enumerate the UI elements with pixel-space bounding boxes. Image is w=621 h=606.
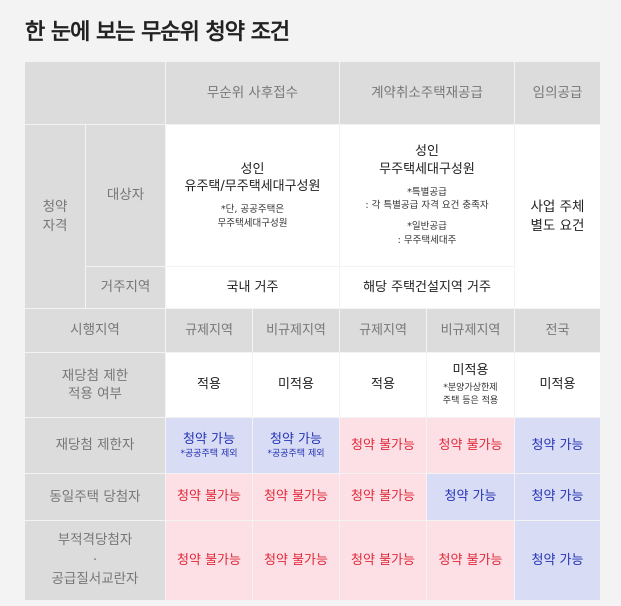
rewin-restricted-unranked-regulated: 청약 가능 *공공주택 제외 xyxy=(166,418,252,473)
target-cancelled-note-special: *특별공급 : 각 특별공급 자격 요건 충족자 xyxy=(365,186,489,212)
rewin-restricted-cancelled-regulated: 청약 불가능 xyxy=(340,418,426,473)
region-arbitrary-nationwide: 전국 xyxy=(515,309,600,352)
row-label-residence: 거주지역 xyxy=(86,267,165,308)
rewin-unranked-non-regulated: 미적용 xyxy=(253,353,339,417)
same-house-cancelled-regulated: 청약 불가능 xyxy=(340,474,426,520)
same-house-cancelled-non-regulated: 청약 가능 xyxy=(427,474,514,520)
target-cancelled-note-general: *일반공급 : 무주택세대주 xyxy=(397,221,457,246)
region-unranked-regulated: 규제지역 xyxy=(166,309,252,352)
header-corner xyxy=(25,62,165,124)
row-label-eligibility: 청약 자격 xyxy=(25,125,85,308)
rewin-cancelled-non-regulated-main: 미적용 xyxy=(452,362,489,378)
rewin-cancelled-non-regulated: 미적용 *분양가상한제 주택 등은 적용 xyxy=(427,353,514,417)
header-unranked: 무순위 사후접수 xyxy=(166,62,339,124)
fraud-cancelled-regulated: 청약 불가능 xyxy=(340,521,426,600)
region-cancelled-regulated: 규제지역 xyxy=(340,309,426,352)
rewin-restricted-cancelled-non-regulated: 청약 불가능 xyxy=(427,418,514,473)
residence-cancelled: 해당 주택건설지역 거주 xyxy=(340,267,514,308)
status-possible: 청약 가능 xyxy=(183,431,235,447)
region-cancelled-non-regulated: 비규제지역 xyxy=(427,309,514,352)
target-cancelled: 성인 무주택세대구성원 *특별공급 : 각 특별공급 자격 요건 충족자 *일반… xyxy=(340,125,514,266)
rewin-arbitrary: 미적용 xyxy=(515,353,600,417)
fraud-arbitrary: 청약 가능 xyxy=(515,521,600,600)
region-unranked-non-regulated: 비규제지역 xyxy=(253,309,339,352)
rewin-cancelled-regulated: 적용 xyxy=(340,353,426,417)
rewin-restricted-arbitrary: 청약 가능 xyxy=(515,418,600,473)
rewin-restricted-unranked-non-regulated: 청약 가능 *공공주택 제외 xyxy=(253,418,339,473)
header-cancelled: 계약취소주택재공급 xyxy=(340,62,514,124)
target-arbitrary: 사업 주체 별도 요건 xyxy=(515,125,600,308)
rewin-cancelled-non-regulated-note: *분양가상한제 주택 등은 적용 xyxy=(442,383,499,407)
row-label-target: 대상자 xyxy=(86,125,165,266)
fraud-cancelled-non-regulated: 청약 불가능 xyxy=(427,521,514,600)
same-house-unranked-non-regulated: 청약 불가능 xyxy=(253,474,339,520)
public-excluded-note: *공공주택 제외 xyxy=(267,449,325,460)
row-label-rewin-restricted: 재당첨 제한자 xyxy=(25,418,165,473)
target-cancelled-main: 성인 무주택세대구성원 xyxy=(379,144,475,177)
fraud-unranked-regulated: 청약 불가능 xyxy=(166,521,252,600)
residence-unranked: 국내 거주 xyxy=(166,267,339,308)
target-unranked: 성인 유주택/무주택세대구성원 *단, 공공주택은 무주택세대구성원 xyxy=(166,125,339,266)
row-label-fraud: 부적격당첨자 · 공급질서교란자 xyxy=(25,521,165,600)
same-house-unranked-regulated: 청약 불가능 xyxy=(166,474,252,520)
row-label-region: 시행지역 xyxy=(25,309,165,352)
target-unranked-note: *단, 공공주택은 무주택세대구성원 xyxy=(217,203,288,229)
row-label-same-house: 동일주택 당첨자 xyxy=(25,474,165,520)
header-arbitrary: 임의공급 xyxy=(515,62,600,124)
rewin-unranked-regulated: 적용 xyxy=(166,353,252,417)
status-possible: 청약 가능 xyxy=(270,431,322,447)
page-title: 한 눈에 보는 무순위 청약 조건 xyxy=(25,20,290,45)
target-unranked-main: 성인 유주택/무주택세대구성원 xyxy=(184,161,321,195)
row-label-rewin: 재당첨 제한 적용 여부 xyxy=(25,353,165,417)
fraud-unranked-non-regulated: 청약 불가능 xyxy=(253,521,339,600)
same-house-arbitrary: 청약 가능 xyxy=(515,474,600,520)
public-excluded-note: *공공주택 제외 xyxy=(180,449,238,460)
